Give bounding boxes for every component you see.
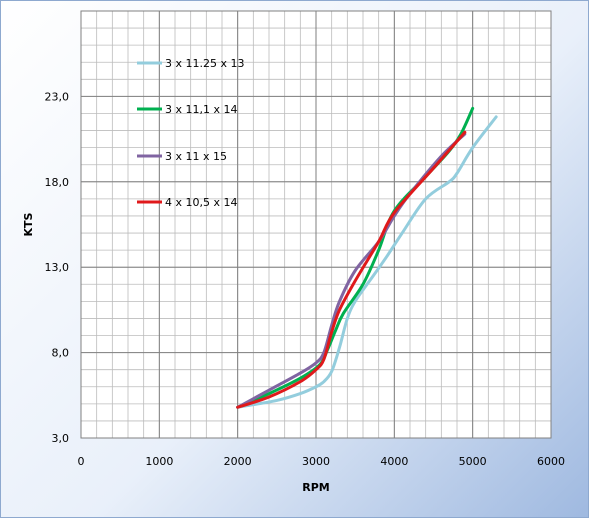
plot-border [80, 10, 552, 439]
x-tick-label: 3000 [302, 455, 330, 468]
series-line-4 [236, 130, 467, 409]
y-tick-label: 18,0 [45, 176, 70, 189]
legend-label: 3 x 11,1 x 14 [165, 103, 238, 116]
y-tick-label: 13,0 [45, 261, 70, 274]
y-tick-label: 3,0 [52, 432, 70, 445]
x-tick-label: 2000 [224, 455, 252, 468]
legend-label: 4 x 10,5 x 14 [165, 196, 238, 209]
x-tick-label: 4000 [380, 455, 408, 468]
x-tick-label: 5000 [459, 455, 487, 468]
series-line-1 [236, 115, 498, 409]
legend: 3 x 11.25 x 13 3 x 11,1 x 14 3 x 11 x 15 4 … [137, 57, 245, 209]
series-lines [236, 106, 498, 409]
major-gridlines [80, 10, 552, 439]
legend-label: 3 x 11 x 15 [165, 150, 227, 163]
x-axis-title: RPM [302, 481, 329, 494]
x-tick-label: 6000 [537, 455, 565, 468]
x-axis-tick-labels: 0 1000 2000 3000 4000 5000 6000 [78, 455, 566, 468]
y-tick-label: 23,0 [45, 90, 70, 103]
y-axis-tick-labels: 3,0 8,0 13,0 18,0 23,0 [45, 90, 70, 445]
x-tick-label: 1000 [145, 455, 173, 468]
x-tick-label: 0 [78, 455, 85, 468]
legend-label: 3 x 11.25 x 13 [165, 57, 245, 70]
y-tick-label: 8,0 [52, 347, 70, 360]
y-axis-title: KTS [22, 212, 35, 236]
